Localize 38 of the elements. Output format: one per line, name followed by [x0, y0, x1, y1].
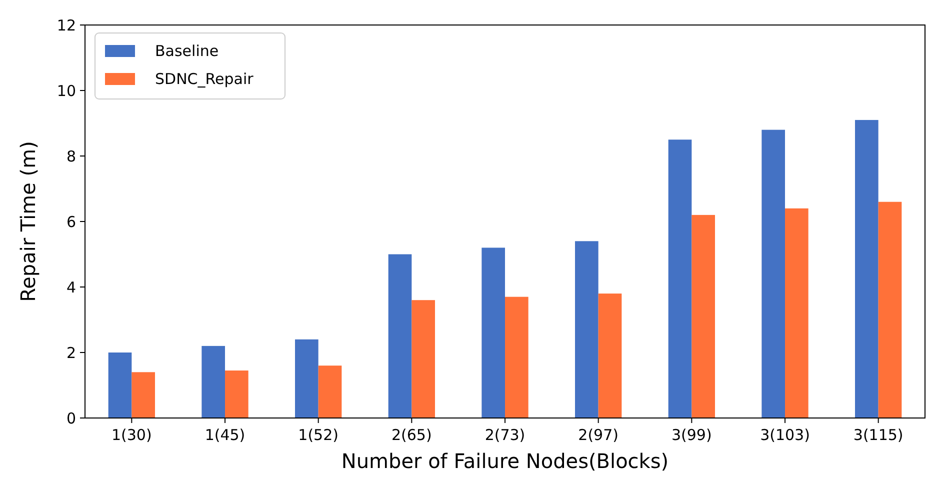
bar: [108, 352, 132, 418]
x-tick-label: 2(97): [578, 426, 619, 444]
y-tick-label: 0: [66, 409, 76, 428]
y-tick-label: 2: [66, 344, 76, 362]
bar: [318, 366, 342, 418]
x-tick-label: 1(45): [204, 426, 246, 444]
y-tick-label: 6: [66, 212, 76, 231]
bar: [202, 346, 225, 418]
bar: [482, 248, 505, 418]
y-axis-title: Repair Time (m): [16, 141, 40, 302]
bar: [412, 300, 435, 418]
x-tick-label: 3(103): [760, 426, 810, 444]
bar: [762, 130, 785, 418]
x-axis-title: Number of Failure Nodes(Blocks): [341, 449, 669, 473]
bar: [388, 254, 412, 418]
y-tick-label: 4: [66, 278, 76, 296]
bar: [295, 339, 318, 418]
bar: [692, 214, 715, 418]
bar: [598, 294, 622, 418]
x-tick-label: 2(73): [484, 426, 526, 444]
x-tick-label: 2(65): [391, 426, 432, 444]
legend-label: SDNC_Repair: [155, 70, 254, 88]
y-tick-label: 8: [66, 147, 76, 166]
bar: [878, 202, 902, 418]
legend-label: Baseline: [155, 42, 219, 60]
bar: [668, 140, 692, 418]
x-tick-label: 1(52): [298, 426, 339, 444]
y-tick-label: 12: [56, 16, 76, 34]
bar: [855, 120, 878, 418]
bar: [132, 372, 155, 418]
bar: [785, 208, 808, 418]
bar: [225, 370, 248, 418]
y-tick-label: 10: [56, 82, 76, 100]
bar: [575, 241, 598, 418]
bar: [505, 296, 528, 418]
x-tick-label: 3(99): [671, 426, 712, 444]
x-tick-label: 1(30): [111, 426, 152, 444]
x-tick-label: 3(115): [853, 426, 904, 444]
